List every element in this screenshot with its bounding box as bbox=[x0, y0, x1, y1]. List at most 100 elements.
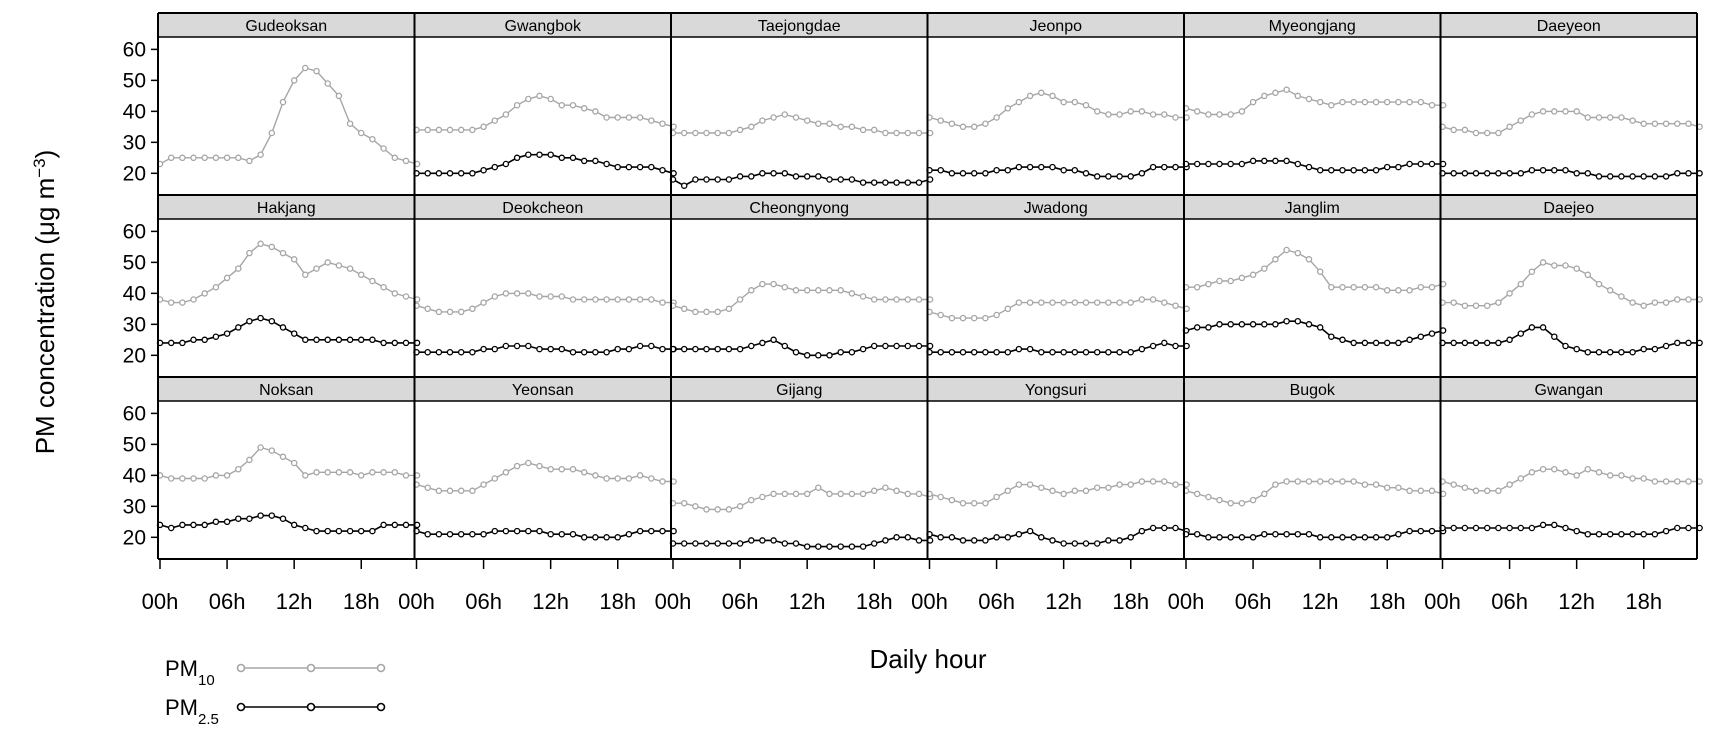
pm10-point bbox=[1450, 126, 1457, 134]
pm10-point bbox=[725, 506, 733, 513]
pm25-point bbox=[837, 543, 844, 550]
pm10-point bbox=[302, 271, 309, 279]
pm10-point bbox=[859, 293, 867, 300]
pm10-point bbox=[603, 114, 610, 121]
pm25-point bbox=[435, 348, 443, 356]
pm25-point bbox=[636, 342, 644, 350]
pm25-line bbox=[1442, 326, 1700, 354]
pm10-point bbox=[1060, 98, 1067, 106]
pm25-point bbox=[1149, 524, 1157, 532]
pm25-point bbox=[1406, 160, 1413, 168]
pm10-point bbox=[302, 472, 309, 479]
pm25-point bbox=[1584, 348, 1592, 356]
pm25-point bbox=[580, 348, 588, 356]
pm10-line bbox=[929, 92, 1187, 128]
pm10-point bbox=[424, 484, 431, 491]
pm25-point bbox=[859, 179, 867, 186]
pm25-point bbox=[1383, 163, 1391, 171]
pm10-point bbox=[1629, 299, 1636, 306]
pm10-point bbox=[402, 293, 410, 300]
pm10-point bbox=[1472, 487, 1480, 495]
pm25-point bbox=[1461, 339, 1469, 347]
pm10-point bbox=[1629, 475, 1636, 482]
pm10-point bbox=[1227, 111, 1234, 118]
pm10-point bbox=[335, 92, 343, 100]
pm10-point bbox=[569, 296, 577, 303]
pm10-point bbox=[1506, 123, 1513, 131]
pm10-point bbox=[246, 456, 253, 464]
x-tick-label: 18h bbox=[856, 589, 893, 614]
pm25-point bbox=[346, 336, 354, 344]
x-tick-label: 12h bbox=[1302, 589, 1339, 614]
y-axis-title-main: PM concentration (μg m bbox=[30, 178, 60, 455]
x-tick-label: 00h bbox=[1168, 589, 1205, 614]
pm25-point bbox=[1172, 342, 1179, 350]
pm25-point bbox=[167, 524, 175, 532]
pm10-point bbox=[792, 114, 800, 121]
pm25-point bbox=[1539, 324, 1547, 331]
pm25-point bbox=[179, 521, 186, 529]
pm10-point bbox=[402, 472, 410, 479]
pm25-point bbox=[1082, 540, 1090, 547]
pm10-point bbox=[257, 240, 264, 248]
pm10-point bbox=[781, 490, 789, 498]
pm10-point bbox=[525, 95, 532, 103]
pm25-point bbox=[1004, 348, 1012, 356]
pm10-point bbox=[1238, 108, 1246, 115]
pm10-point bbox=[1261, 265, 1268, 272]
pm25-point bbox=[1618, 173, 1625, 180]
pm25-point bbox=[268, 512, 276, 519]
pm10-point bbox=[380, 283, 387, 291]
pm25-point bbox=[1640, 173, 1647, 180]
pm10-point bbox=[1305, 95, 1313, 103]
pm25-point bbox=[580, 534, 588, 541]
pm25-point bbox=[826, 543, 833, 550]
pm10-point bbox=[993, 493, 1000, 501]
pm25-point bbox=[491, 527, 499, 535]
pm25-point bbox=[1606, 530, 1614, 538]
pm10-point bbox=[904, 490, 912, 498]
pm25-point bbox=[904, 342, 912, 350]
pm25-point bbox=[859, 543, 867, 550]
pm10-point bbox=[1205, 280, 1212, 288]
pm25-point bbox=[1562, 524, 1569, 532]
pm10-point bbox=[1461, 302, 1469, 309]
pm25-point bbox=[424, 348, 431, 356]
pm25-point bbox=[212, 518, 220, 526]
pm25-point bbox=[1127, 348, 1134, 356]
pm10-point bbox=[680, 129, 688, 137]
pm10-point bbox=[826, 490, 833, 498]
pm25-point bbox=[725, 345, 733, 353]
pm25-point bbox=[770, 336, 777, 344]
pm10-point bbox=[1249, 271, 1257, 279]
pm25-point bbox=[1193, 530, 1201, 538]
pm25-point bbox=[1584, 170, 1592, 177]
pm10-point bbox=[1483, 487, 1491, 495]
pm10-point bbox=[882, 296, 889, 303]
pm25-point bbox=[1584, 530, 1592, 538]
pm25-line bbox=[929, 166, 1187, 178]
pm10-point bbox=[201, 154, 208, 162]
pm25-point bbox=[1038, 534, 1045, 541]
pm10-point bbox=[1004, 105, 1012, 112]
pm25-point bbox=[435, 170, 443, 177]
pm25-point bbox=[736, 345, 744, 353]
pm25-point bbox=[1662, 527, 1670, 535]
panel-title: Gwangan bbox=[1535, 382, 1604, 399]
pm25-point bbox=[335, 527, 343, 535]
pm25-point bbox=[457, 530, 465, 538]
pm10-point bbox=[235, 465, 242, 473]
pm25-point bbox=[915, 537, 923, 544]
pm10-point bbox=[770, 280, 777, 288]
y-tick-label: 20 bbox=[123, 162, 146, 185]
pm25-point bbox=[803, 352, 811, 359]
x-tick-label: 12h bbox=[789, 589, 826, 614]
pm25-point bbox=[1417, 527, 1425, 535]
pm25-point bbox=[1227, 534, 1234, 541]
pm10-point bbox=[826, 120, 833, 127]
pm25-point bbox=[1483, 170, 1491, 177]
pm25-point bbox=[592, 157, 599, 165]
pm10-point bbox=[870, 487, 878, 495]
pm10-point bbox=[1674, 478, 1681, 485]
pm25-point bbox=[369, 527, 376, 535]
